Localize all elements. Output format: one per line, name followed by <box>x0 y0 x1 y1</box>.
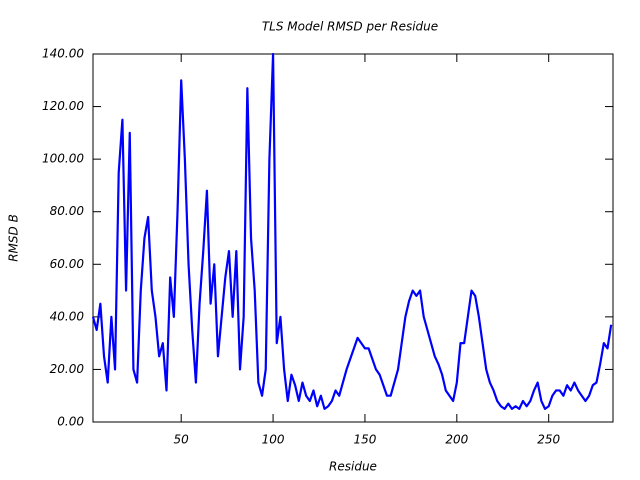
y-tick-label: 60.00 <box>50 257 85 271</box>
y-tick-label: 0.00 <box>57 415 84 429</box>
chart-title: TLS Model RMSD per Residue <box>262 20 438 34</box>
x-tick-label: 150 <box>353 433 376 447</box>
x-axis-label: Residue <box>329 460 377 474</box>
x-tick-label: 200 <box>445 433 468 447</box>
y-axis-label: RMSD B <box>7 214 21 262</box>
x-tick-label: 50 <box>174 433 190 447</box>
plot-frame <box>92 53 614 423</box>
data-line <box>91 52 613 410</box>
y-tick-label: 40.00 <box>50 309 85 323</box>
y-tick-label: 80.00 <box>50 204 85 218</box>
y-tick-label: 140.00 <box>42 47 84 61</box>
y-tick-label: 20.00 <box>50 362 85 376</box>
x-tick-label: 250 <box>537 433 560 447</box>
x-tick-label: 100 <box>262 433 285 447</box>
y-tick-label: 120.00 <box>42 99 84 113</box>
y-tick-label: 100.00 <box>42 152 84 166</box>
